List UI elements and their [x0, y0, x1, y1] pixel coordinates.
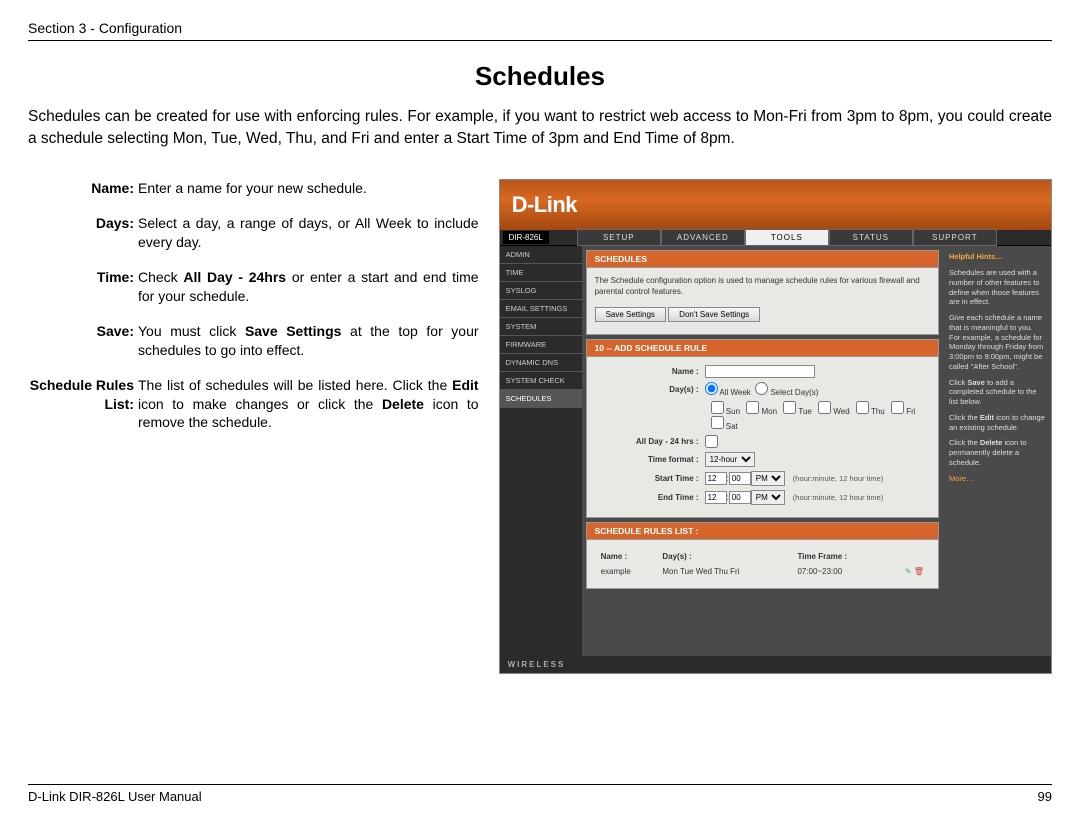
- dont-save-settings-button[interactable]: Don't Save Settings: [668, 307, 760, 322]
- router-model: DIR-826L: [503, 231, 549, 244]
- sidebar-item-syscheck[interactable]: SYSTEM CHECK: [500, 372, 582, 390]
- name-label: Name :: [595, 367, 705, 376]
- def-term-days: Days:: [28, 214, 138, 252]
- day-mon[interactable]: Mon: [746, 407, 777, 416]
- allday-checkbox[interactable]: [705, 435, 718, 448]
- dlink-logo: D-Link: [512, 192, 577, 218]
- def-term-save: Save:: [28, 322, 138, 360]
- help-panel: Helpful Hints… Schedules are used with a…: [943, 246, 1051, 656]
- save-settings-button[interactable]: Save Settings: [595, 307, 666, 322]
- help-p3: Click Save to add a completed schedule t…: [949, 378, 1045, 407]
- schedules-header: SCHEDULES: [586, 250, 939, 267]
- col-time: Time Frame :: [793, 550, 883, 563]
- col-days: Day(s) :: [658, 550, 791, 563]
- dlink-banner: D-Link: [500, 180, 1051, 230]
- timefmt-select[interactable]: 12-hour: [705, 452, 755, 467]
- def-desc-time: Check All Day - 24hrs or enter a start a…: [138, 268, 479, 306]
- help-p5: Click the Delete icon to permanently del…: [949, 438, 1045, 467]
- tab-setup[interactable]: SETUP: [577, 229, 661, 246]
- def-term-time: Time:: [28, 268, 138, 306]
- def-desc-name: Enter a name for your new schedule.: [138, 179, 479, 198]
- schedules-desc: The Schedule configuration option is use…: [595, 276, 930, 297]
- footer-page: 99: [1038, 789, 1052, 804]
- tab-tools[interactable]: TOOLS: [745, 229, 829, 246]
- main-panel: SCHEDULES The Schedule configuration opt…: [582, 246, 943, 656]
- rule-name: example: [597, 565, 657, 578]
- sidebar-item-email[interactable]: EMAIL SETTINGS: [500, 300, 582, 318]
- sidebar-item-firmware[interactable]: FIRMWARE: [500, 336, 582, 354]
- def-term-name: Name:: [28, 179, 138, 198]
- rules-table: Name : Day(s) : Time Frame : example Mon…: [595, 548, 930, 580]
- help-title: Helpful Hints…: [949, 252, 1045, 262]
- def-term-list: Schedule Rules List:: [28, 376, 138, 433]
- end-min-input[interactable]: [729, 491, 751, 504]
- end-label: End Time :: [595, 493, 705, 502]
- page-title: Schedules: [28, 61, 1052, 92]
- end-ampm-select[interactable]: PM: [751, 490, 785, 505]
- rule-days: Mon Tue Wed Thu Fri: [658, 565, 791, 578]
- start-label: Start Time :: [595, 474, 705, 483]
- allday-label: All Day - 24 hrs :: [595, 437, 705, 446]
- help-more-link[interactable]: More…: [949, 474, 1045, 484]
- tab-advanced[interactable]: ADVANCED: [661, 229, 745, 246]
- tab-status[interactable]: STATUS: [829, 229, 913, 246]
- intro-paragraph: Schedules can be created for use with en…: [28, 106, 1052, 149]
- end-hour-input[interactable]: [705, 491, 727, 504]
- def-desc-save: You must click Save Settings at the top …: [138, 322, 479, 360]
- wireless-footer: WIRELESS: [500, 656, 1051, 673]
- help-p1: Schedules are used with a number of othe…: [949, 268, 1045, 307]
- nav-tabs: SETUP ADVANCED TOOLS STATUS SUPPORT: [577, 229, 997, 246]
- def-desc-list: The list of schedules will be listed her…: [138, 376, 479, 433]
- day-sat[interactable]: Sat: [711, 422, 738, 431]
- table-row: example Mon Tue Wed Thu Fri 07:00~23:00 …: [597, 565, 928, 578]
- router-sidebar: ADMIN TIME SYSLOG EMAIL SETTINGS SYSTEM …: [500, 246, 582, 656]
- start-hint: (hour:minute, 12 hour time): [793, 474, 883, 483]
- start-hour-input[interactable]: [705, 472, 727, 485]
- sidebar-item-syslog[interactable]: SYSLOG: [500, 282, 582, 300]
- day-checkboxes: Sun Mon Tue Wed Thu Fri Sat: [595, 401, 930, 431]
- router-screenshot: D-Link DIR-826L SETUP ADVANCED TOOLS STA…: [499, 179, 1052, 674]
- name-input[interactable]: [705, 365, 815, 378]
- rules-list-header: SCHEDULE RULES LIST :: [586, 522, 939, 539]
- select-days-radio[interactable]: Select Day(s): [755, 382, 818, 397]
- sidebar-item-admin[interactable]: ADMIN: [500, 246, 582, 264]
- day-tue[interactable]: Tue: [783, 407, 812, 416]
- sidebar-item-time[interactable]: TIME: [500, 264, 582, 282]
- col-name: Name :: [597, 550, 657, 563]
- footer-manual: D-Link DIR-826L User Manual: [28, 789, 202, 804]
- edit-icon[interactable]: ✎: [905, 567, 912, 576]
- timefmt-label: Time format :: [595, 455, 705, 464]
- sidebar-item-schedules[interactable]: SCHEDULES: [500, 390, 582, 408]
- help-p2: Give each schedule a name that is meanin…: [949, 313, 1045, 372]
- delete-icon[interactable]: 🗑: [914, 567, 924, 576]
- section-header: Section 3 - Configuration: [28, 20, 1052, 41]
- page-footer: D-Link DIR-826L User Manual 99: [28, 784, 1052, 804]
- day-sun[interactable]: Sun: [711, 407, 740, 416]
- days-label: Day(s) :: [595, 385, 705, 394]
- add-schedule-header: 10 -- ADD SCHEDULE RULE: [586, 339, 939, 356]
- sidebar-item-system[interactable]: SYSTEM: [500, 318, 582, 336]
- day-fri[interactable]: Fri: [891, 407, 916, 416]
- tab-support[interactable]: SUPPORT: [913, 229, 997, 246]
- help-p4: Click the Edit icon to change an existin…: [949, 413, 1045, 433]
- all-week-radio[interactable]: All Week: [705, 382, 751, 397]
- definitions-column: Name: Enter a name for your new schedule…: [28, 179, 479, 674]
- def-desc-days: Select a day, a range of days, or All We…: [138, 214, 479, 252]
- start-min-input[interactable]: [729, 472, 751, 485]
- rule-time: 07:00~23:00: [793, 565, 883, 578]
- day-wed[interactable]: Wed: [818, 407, 850, 416]
- sidebar-item-ddns[interactable]: DYNAMIC DNS: [500, 354, 582, 372]
- end-hint: (hour:minute, 12 hour time): [793, 493, 883, 502]
- start-ampm-select[interactable]: PM: [751, 471, 785, 486]
- day-thu[interactable]: Thu: [856, 407, 885, 416]
